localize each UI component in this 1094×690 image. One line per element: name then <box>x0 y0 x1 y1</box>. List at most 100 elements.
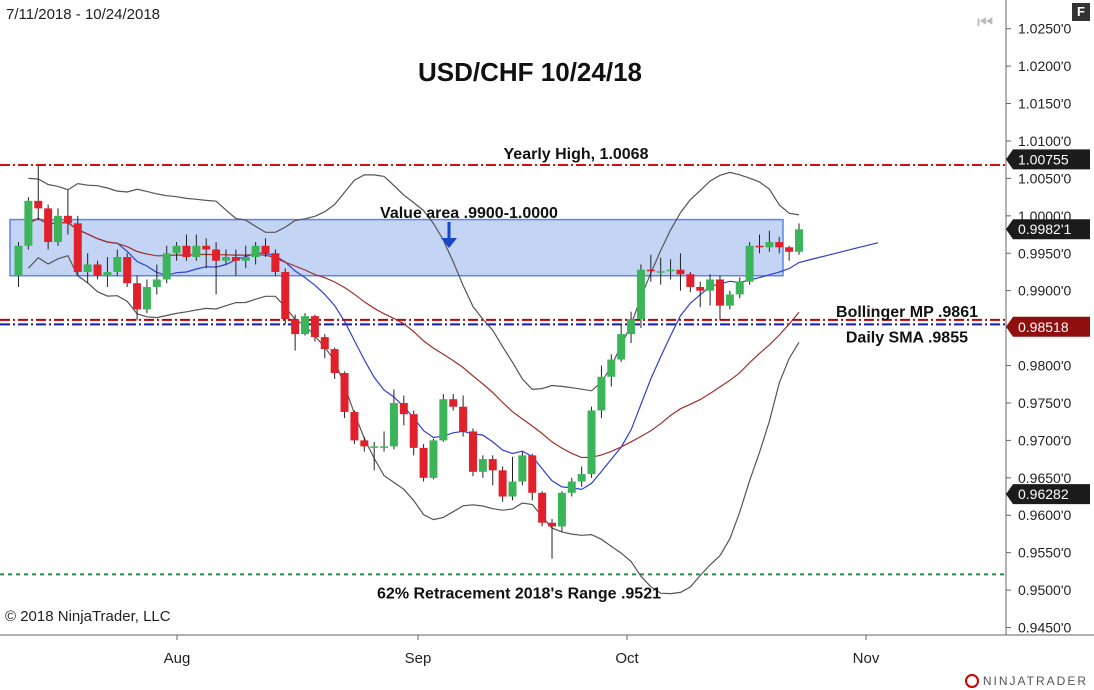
candle-body <box>370 446 379 448</box>
candle-body <box>14 245 23 276</box>
candle-body <box>676 269 685 275</box>
candle-body <box>567 481 576 493</box>
candle-body <box>231 257 240 261</box>
value-area-label: Value area .9900-1.0000 <box>380 205 558 222</box>
candle-body <box>261 245 270 254</box>
candle-body <box>508 481 517 497</box>
sma-slow-line <box>28 217 800 459</box>
candle-body <box>24 200 33 246</box>
candle-body <box>666 269 675 272</box>
x-axis: Aug Sep Oct Nov <box>0 634 1094 667</box>
candle-body <box>557 492 566 527</box>
x-tick-label: Oct <box>615 650 639 667</box>
candle-body <box>291 319 300 335</box>
price-tag-label: 0.9982'1 <box>1018 221 1071 237</box>
candle-body <box>459 406 468 432</box>
arrow-down-icon <box>441 238 457 248</box>
candle-body <box>350 411 359 441</box>
y-tick-label: 1.0100'0 <box>1018 133 1071 149</box>
candle-body <box>735 281 744 295</box>
candle-body <box>103 271 112 276</box>
y-tick-label: 1.0250'0 <box>1018 21 1071 37</box>
candle-body <box>617 334 626 360</box>
candle-body <box>152 279 161 287</box>
candle-body <box>123 257 132 284</box>
candle-body <box>330 349 339 374</box>
candle-body <box>83 264 92 272</box>
candle-body <box>241 257 250 261</box>
candle-body <box>449 399 458 407</box>
candle-body <box>538 492 547 523</box>
retracement-label: 62% Retracement 2018's Range .9521 <box>377 585 661 602</box>
candle-body <box>765 242 774 248</box>
candle-body <box>429 440 438 478</box>
candle-body <box>93 264 102 276</box>
price-tag-label: 0.98518 <box>1018 319 1069 335</box>
candle-body <box>577 474 586 482</box>
candle-body <box>34 200 43 209</box>
candle-body <box>54 215 63 243</box>
candle-body <box>548 522 557 527</box>
candle-body <box>63 215 72 224</box>
x-tick-label: Aug <box>164 650 191 667</box>
candle-body <box>528 455 537 493</box>
candle-body <box>785 247 794 252</box>
copyright-text: © 2018 NinjaTrader, LLC <box>5 608 171 625</box>
candle-body <box>627 319 636 335</box>
candle-body <box>320 337 329 350</box>
candle-body <box>607 359 616 377</box>
ninjatrader-logo-icon <box>964 674 979 688</box>
price-tag-label: 1.00755 <box>1018 151 1069 167</box>
candle-body <box>518 455 527 482</box>
ninjatrader-logo: NINJATRADER <box>964 674 1088 688</box>
y-tick-label: 1.0050'0 <box>1018 170 1071 186</box>
brand-name: NINJATRADER <box>982 674 1088 688</box>
y-axis: 1.0250'0 1.0200'0 1.0150'0 1.0100'0 1.0050'0… <box>1005 0 1071 636</box>
scroll-to-start-icon[interactable]: ⏮ <box>977 12 994 32</box>
price-tags-layer: 1.00755 0.9982'1 0.98518 0.96282 <box>1006 149 1090 505</box>
candle-body <box>360 440 369 447</box>
candle-body <box>488 459 497 471</box>
x-tick-label: Sep <box>405 650 432 667</box>
candle-body <box>795 229 804 252</box>
y-tick-label: 0.9700'0 <box>1018 432 1071 448</box>
price-tag <box>1006 316 1090 337</box>
y-tick-label: 0.9500'0 <box>1018 582 1071 598</box>
candle-body <box>587 410 596 475</box>
x-tick-label: Nov <box>853 650 880 667</box>
candle-body <box>310 316 319 338</box>
candle-body <box>439 399 448 441</box>
candle-body <box>597 376 606 411</box>
candle-body <box>162 253 171 280</box>
y-tick-label: 0.9550'0 <box>1018 545 1071 561</box>
bollinger-lower-band <box>27 254 800 595</box>
y-tick-label: 0.9800'0 <box>1018 358 1071 374</box>
y-tick-label: 0.9650'0 <box>1018 470 1071 486</box>
date-range: 7/11/2018 - 10/24/2018 <box>6 6 161 23</box>
annotations-layer: Yearly High, 1.0068 Value area .9900-1.00… <box>377 146 978 602</box>
candle-body <box>192 245 201 258</box>
candle-body <box>636 269 645 320</box>
yearly-high-label: Yearly High, 1.0068 <box>504 146 649 163</box>
chart-menu-button[interactable]: F <box>1072 3 1090 21</box>
y-tick-label: 0.9450'0 <box>1018 620 1071 636</box>
bollinger-mp-label: Bollinger MP .9861 <box>836 304 978 321</box>
candle-body <box>725 294 734 306</box>
level-lines-layer <box>0 163 1006 576</box>
price-tag <box>1006 484 1090 505</box>
candle-body <box>251 245 260 258</box>
candle-body <box>281 271 290 320</box>
candle-body <box>380 446 389 448</box>
candle-body <box>706 279 715 291</box>
candle-body <box>142 286 151 310</box>
candle-body <box>399 402 408 415</box>
candle-body <box>113 257 122 272</box>
candle-body <box>468 431 477 472</box>
candle-body <box>696 286 705 291</box>
candle-body <box>172 245 181 254</box>
candle-body <box>340 373 349 412</box>
candle-body <box>182 245 191 258</box>
candle-body <box>755 245 764 248</box>
candle-body <box>419 447 428 478</box>
